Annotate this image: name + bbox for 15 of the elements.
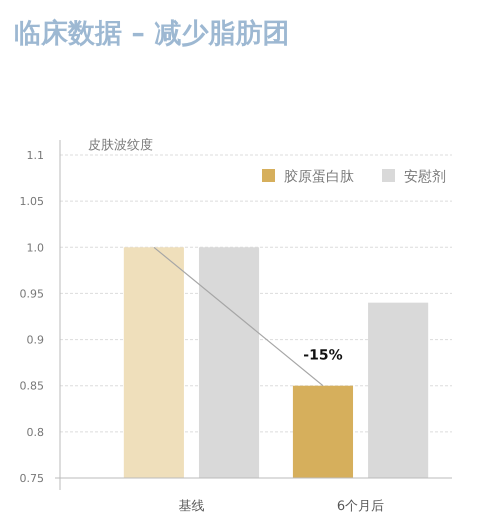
y-tick-label: 0.75 [20,472,44,485]
chart-title: 临床数据 – 减少脂肪团 [14,18,290,49]
legend-label: 安慰剂 [404,169,446,185]
y-tick-label: 1.05 [20,195,44,208]
y-tick-label: 1.1 [26,149,44,162]
x-tick-label: 基线 [178,499,204,514]
x-tick-label: 6个月后 [336,499,384,514]
y-tick-label: 0.9 [26,334,44,347]
legend-label: 胶原蛋白肽 [284,169,354,185]
y-tick-label: 1.0 [26,241,44,254]
y-axis-title: 皮肤波纹度 [88,137,153,153]
y-tick-label: 0.95 [20,287,44,300]
y-tick-label: 0.8 [26,426,44,439]
y-tick-label: 0.85 [20,380,44,393]
annotation: -15% [303,348,343,364]
